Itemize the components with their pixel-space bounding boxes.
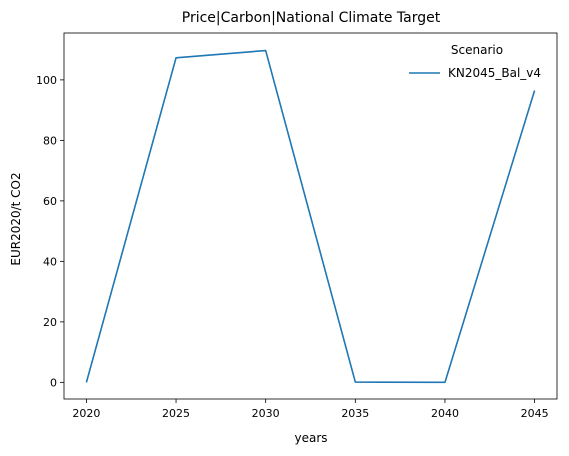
legend-entry-label: KN2045_Bal_v4 [448,66,541,80]
y-tick-label: 60 [43,195,57,208]
x-tick-label: 2035 [341,407,369,420]
chart-title: Price|Carbon|National Climate Target [182,10,441,26]
x-tick-label: 2040 [431,407,459,420]
x-tick-label: 2045 [521,407,549,420]
y-tick-label: 100 [36,74,57,87]
y-axis-label: EUR2020/t CO2 [9,172,23,265]
plot-frame [63,32,558,400]
series-line [85,49,536,384]
y-tick-label: 80 [43,134,57,147]
y-tick-label: 20 [43,316,57,329]
x-tick-label: 2030 [252,407,280,420]
legend: Scenario KN2045_Bal_v4 [409,43,541,80]
x-axis-label: years [294,431,327,445]
series-lines [85,49,536,384]
y-tick-label: 40 [43,255,57,268]
y-tick-label: 0 [50,376,57,389]
x-tick-label: 2020 [72,407,100,420]
x-tick-label: 2025 [162,407,190,420]
legend-title: Scenario [451,43,503,57]
